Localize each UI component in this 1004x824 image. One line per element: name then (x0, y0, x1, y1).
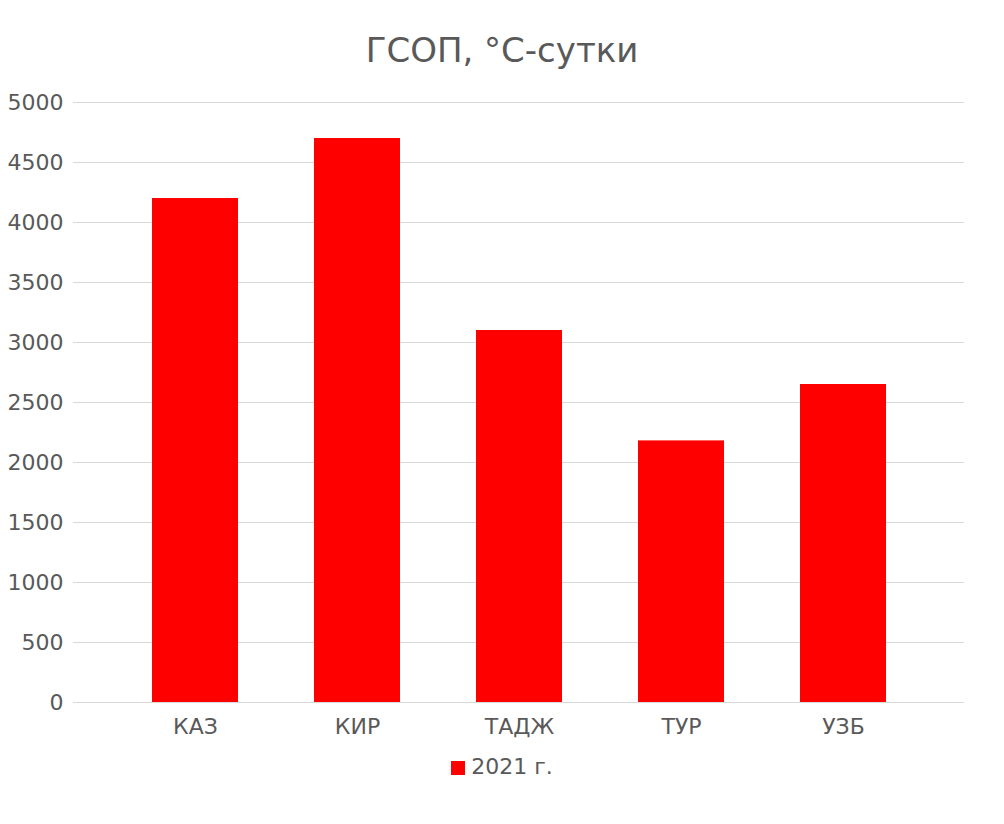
svg-text:2500: 2500 (8, 390, 64, 415)
svg-text:5000: 5000 (8, 90, 64, 115)
svg-text:500: 500 (22, 630, 64, 655)
svg-text:3000: 3000 (8, 330, 64, 355)
html-text:ГСОП, °С-сутки: ГСОП, °С-сутки (365, 30, 639, 70)
svg-text:КИР: КИР (335, 714, 380, 739)
svg-text:УЗБ: УЗБ (822, 714, 865, 739)
svg-text:0: 0 (50, 690, 64, 715)
svg-text:КАЗ: КАЗ (173, 714, 218, 739)
svg-text:4500: 4500 (8, 150, 64, 175)
html-text:2021 г.: 2021 г. (471, 754, 553, 779)
svg-text:1500: 1500 (8, 510, 64, 535)
svg-text:3500: 3500 (8, 270, 64, 295)
svg-text:2000: 2000 (8, 450, 64, 475)
svg-text:4000: 4000 (8, 210, 64, 235)
svg-text:ТАДЖ: ТАДЖ (484, 714, 555, 739)
svg-text:ТУР: ТУР (660, 714, 701, 739)
svg-text:1000: 1000 (8, 570, 64, 595)
